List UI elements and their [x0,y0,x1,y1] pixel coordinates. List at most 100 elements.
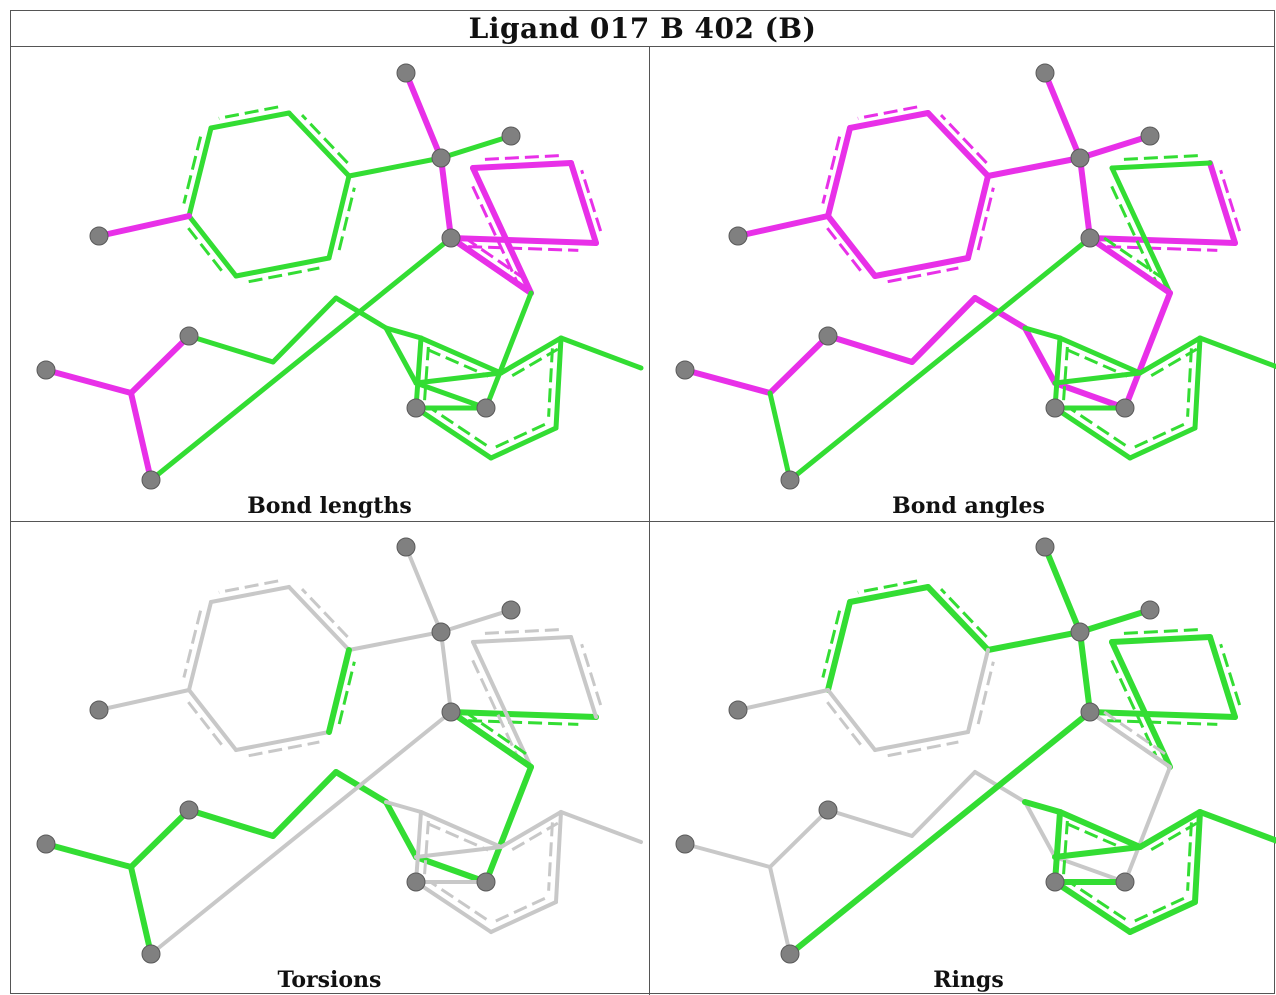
aromatic-bond [826,227,865,275]
bond [1052,405,1133,461]
aromatic-bond [1062,346,1069,401]
aromatic-bond [821,610,842,678]
atom-sphere [501,126,521,146]
bond [1109,160,1213,171]
atom-sphere [1045,398,1065,418]
atom-sphere [1070,622,1090,642]
bond [1122,290,1173,411]
aromatic-bond [826,701,865,749]
bond [1123,765,1172,884]
aromatic-bond [857,105,918,120]
bond [1127,425,1198,461]
aromatic-bond [218,105,279,120]
bond [768,865,792,956]
bond [1057,335,1143,376]
aromatic-bond [1107,245,1218,252]
aromatic-bond [857,579,918,594]
bond [383,325,419,386]
panel-caption: Bond angles [892,493,1045,519]
atom-sphere [675,360,695,380]
aromatic-bond [1103,710,1166,756]
atom-sphere [1080,702,1100,722]
aromatic-bond [464,236,527,282]
panel-caption: Torsions [277,967,382,993]
bond [483,290,534,411]
bond [569,635,598,719]
bond [326,647,352,735]
bond [825,213,878,279]
bond [413,380,489,411]
bond [438,133,514,161]
bond [448,709,599,720]
bond [909,295,978,365]
bond [186,333,276,365]
bond [1137,335,1203,376]
bond [1207,634,1238,720]
atom-sphere [675,834,695,854]
aromatic-bond [511,821,559,852]
aromatic-bond [1133,422,1185,449]
bond [286,110,352,179]
bond [825,333,915,365]
aromatic-bond [1067,406,1127,447]
aromatic-bond [976,661,995,725]
atom-sphere [179,800,199,820]
bond [559,810,643,844]
bond [1077,133,1153,161]
atom-sphere [728,700,748,720]
bond [847,584,931,605]
atom-sphere [406,872,426,892]
panel-rings: Rings [650,522,1276,995]
aromatic-bond [494,896,546,923]
aromatic-bond [511,347,559,378]
atom-sphere [1045,872,1065,892]
bond [767,333,831,396]
panel-caption: Bond lengths [247,493,412,519]
aromatic-bond [187,701,226,749]
bond [470,160,574,171]
atom-sphere [1115,398,1135,418]
atom-sphere [501,600,521,620]
aromatic-bond [300,588,349,638]
bond [1197,335,1276,370]
bond [873,730,970,752]
panel-bond-lengths: Bond lengths [11,48,648,521]
bond [233,255,332,279]
bond [499,810,563,849]
atom-sphere [1080,228,1100,248]
bond [384,800,423,814]
bond [483,764,534,885]
bond [1052,809,1063,885]
aromatic-bond [1110,185,1158,282]
aromatic-bond [182,136,203,204]
aromatic-bond [423,346,430,401]
aromatic-bond [428,406,488,447]
bond [128,390,154,483]
bond [97,688,191,712]
bond [767,390,793,483]
aromatic-bond [1103,236,1166,282]
bond [1088,710,1172,769]
aromatic-bond [1186,348,1193,417]
bond [208,110,292,131]
bond [128,333,192,396]
atom-sphere [780,944,800,964]
atom-sphere [818,800,838,820]
aromatic-bond [1133,896,1185,923]
bond [234,730,331,752]
molecule-view [36,63,644,490]
atom-sphere [476,872,496,892]
bond [1052,844,1143,860]
molecule-view [675,63,1276,490]
bond [439,630,453,714]
aromatic-bond [887,266,959,284]
bond [825,599,853,693]
bond [1042,70,1083,161]
bond [414,880,493,934]
bond [403,70,444,161]
bond [43,367,134,396]
bond [787,235,1093,483]
bond [825,125,853,219]
aromatic-bond [426,348,489,378]
bond [470,165,534,296]
